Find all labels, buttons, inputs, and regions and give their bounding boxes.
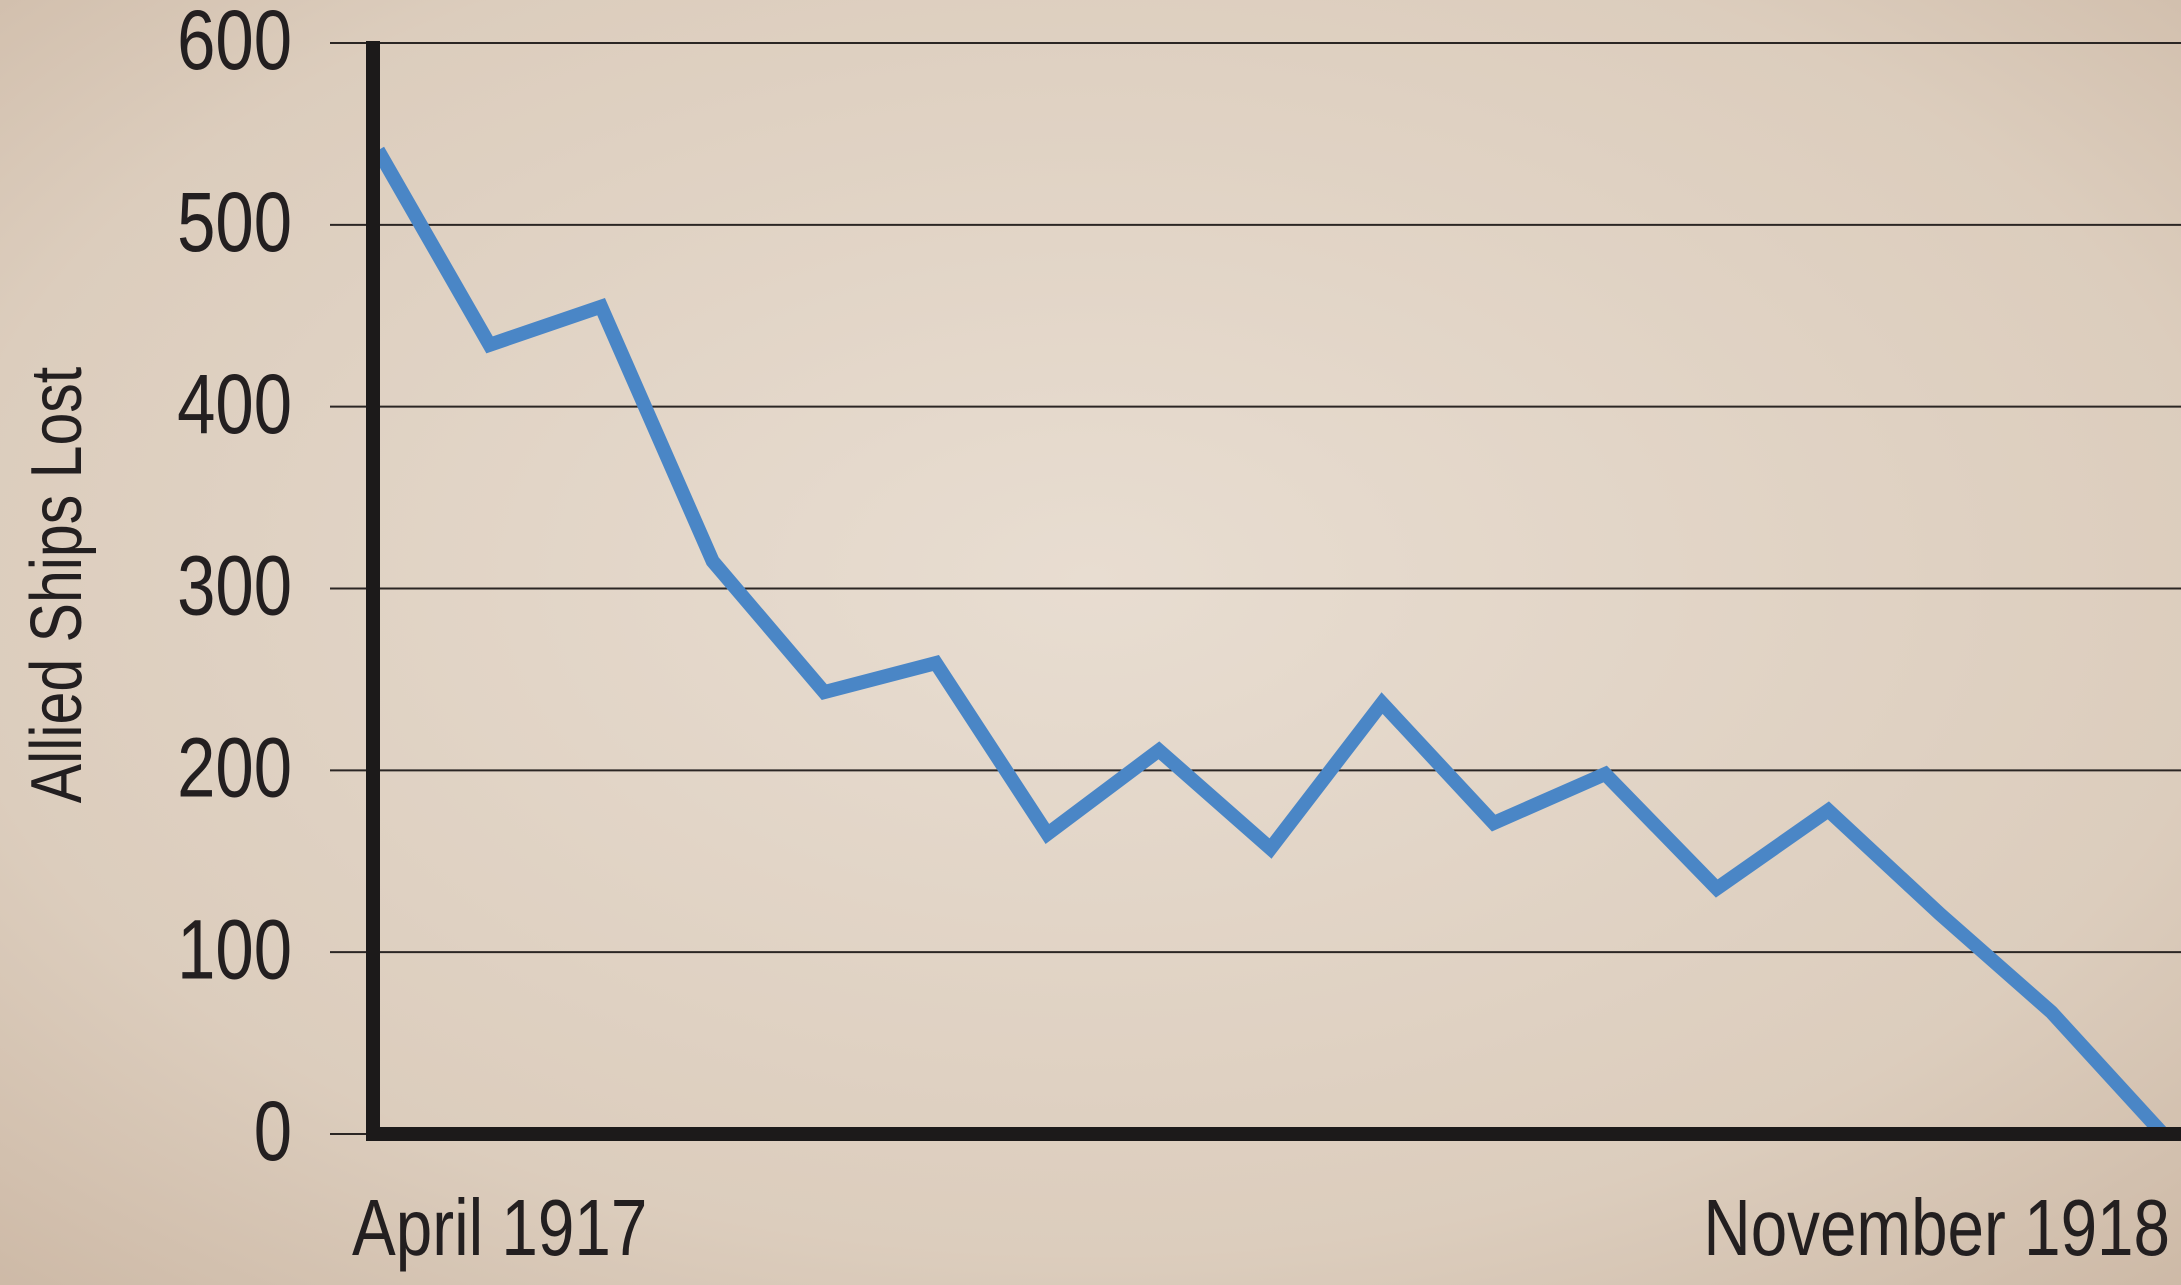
y-tick-label: 0 xyxy=(254,1085,292,1179)
y-tick-label: 500 xyxy=(177,176,292,270)
y-tick-label: 600 xyxy=(177,0,292,88)
y-tick-label: 200 xyxy=(177,721,292,815)
x-tick-label: November 1918 xyxy=(1703,1183,2170,1273)
y-tick-label: 100 xyxy=(177,903,292,997)
y-axis-label: Allied Ships Lost xyxy=(15,367,96,803)
x-tick-label: April 1917 xyxy=(352,1183,647,1273)
data-line xyxy=(371,146,2169,1139)
y-tick-label: 400 xyxy=(177,357,292,451)
y-tick-label: 300 xyxy=(177,539,292,633)
